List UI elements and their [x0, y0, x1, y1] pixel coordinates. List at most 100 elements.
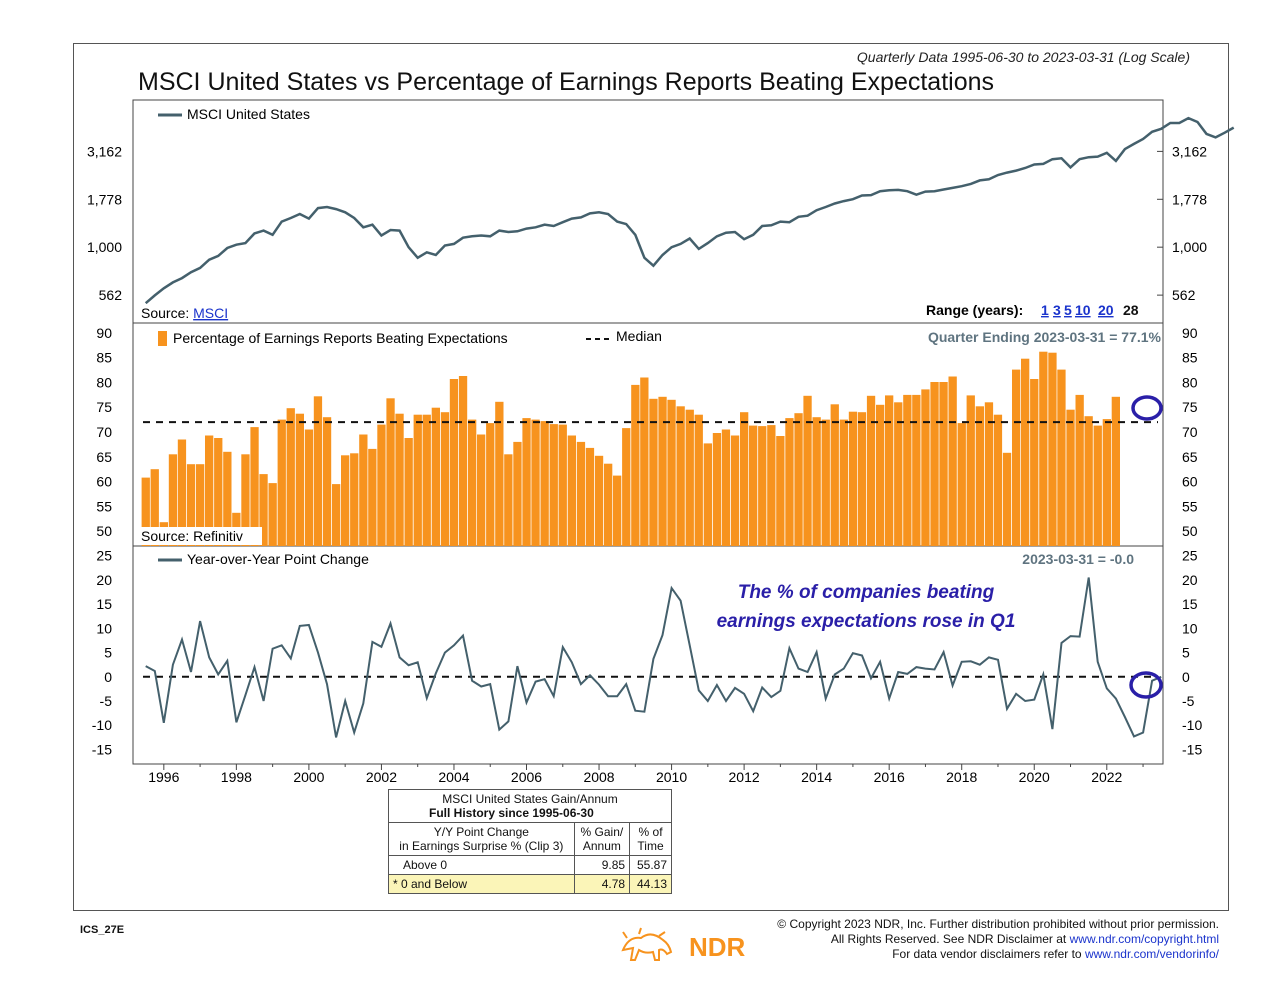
- earnings-bar: [767, 425, 776, 546]
- earnings-bar: [903, 394, 912, 546]
- earnings-bar: [885, 395, 894, 546]
- msci-ytick-left: 3,162: [87, 143, 122, 159]
- ndr-brand: NDR: [689, 932, 746, 962]
- earnings-bar: [1084, 416, 1093, 546]
- vendor-link[interactable]: www.ndr.com/vendorinfo/: [1084, 947, 1219, 961]
- msci-ytick-left: 562: [99, 287, 123, 303]
- bar-ytick-left: 65: [96, 449, 112, 465]
- chart-title: MSCI United States vs Percentage of Earn…: [138, 68, 994, 96]
- latest-bar-highlight: [1131, 395, 1163, 421]
- earnings-bar: [912, 394, 921, 546]
- earnings-bar: [576, 441, 586, 546]
- earnings-bar: [1075, 394, 1084, 546]
- msci-source-link[interactable]: MSCI: [193, 305, 228, 321]
- earnings-bar: [676, 406, 685, 546]
- earnings-bar: [1066, 409, 1075, 546]
- earnings-bar: [1093, 425, 1102, 546]
- range-option-20[interactable]: 20: [1098, 302, 1114, 318]
- yoy-ytick-right: 10: [1182, 620, 1198, 636]
- stats-row-gain: 9.85: [573, 855, 631, 875]
- earnings-bar: [268, 483, 277, 546]
- bar-ytick-left: 80: [96, 374, 112, 390]
- yoy-latest: 2023-03-31 = -0.0: [1022, 551, 1134, 567]
- bar-ytick-right: 50: [1182, 523, 1198, 539]
- earnings-bar: [667, 399, 676, 546]
- earnings-bar: [1102, 419, 1111, 546]
- earnings-bar: [1057, 369, 1066, 546]
- earnings-bar: [277, 419, 286, 546]
- stats-row-gain: 4.78: [573, 874, 631, 894]
- footer-vendor: For data vendor disclaimers refer to www…: [777, 947, 1219, 962]
- earnings-bar: [332, 484, 341, 546]
- earnings-bar: [830, 404, 839, 546]
- earnings-bar: [730, 435, 740, 546]
- earnings-bar: [168, 454, 178, 546]
- x-tick-label: 2016: [874, 769, 905, 785]
- earnings-bar: [313, 396, 323, 546]
- yoy-ytick-right: 0: [1182, 669, 1190, 685]
- earnings-bar: [1048, 352, 1057, 546]
- earnings-bar: [422, 414, 431, 546]
- earnings-bar: [350, 453, 359, 546]
- range-label: Range (years):: [926, 302, 1023, 318]
- earnings-bar: [957, 423, 966, 546]
- footer-rights: All Rights Reserved. See NDR Disclaimer …: [777, 932, 1219, 947]
- bar-ytick-right: 65: [1182, 449, 1198, 465]
- bar-ytick-right: 90: [1182, 325, 1198, 341]
- earnings-bar: [984, 402, 994, 546]
- bar-ytick-right: 80: [1182, 374, 1198, 390]
- copyright-link[interactable]: www.ndr.com/copyright.html: [1069, 932, 1219, 946]
- stats-row-above: Above 0 9.85 55.87: [388, 855, 672, 875]
- earnings-bar: [359, 434, 368, 546]
- yoy-line: [145, 577, 1162, 738]
- yoy-ytick-right: -15: [1182, 741, 1202, 757]
- stats-col3-header-1: % of: [638, 825, 663, 839]
- earnings-bar: [567, 435, 576, 546]
- earnings-bar: [740, 412, 749, 546]
- range-option-10[interactable]: 10: [1075, 302, 1091, 318]
- earnings-bar: [594, 455, 604, 546]
- stats-row-label: Above 0: [388, 855, 575, 875]
- earnings-bar: [1012, 369, 1021, 546]
- range-option-3[interactable]: 3: [1053, 302, 1061, 318]
- earnings-bar: [866, 395, 876, 546]
- range-option-1[interactable]: 1: [1041, 302, 1049, 318]
- latest-yoy-highlight: [1129, 671, 1163, 699]
- stats-col3-header-2: Time: [637, 839, 664, 853]
- bar-ytick-right: 55: [1182, 498, 1198, 514]
- earnings-bar: [758, 426, 767, 546]
- bar-ytick-right: 75: [1182, 399, 1198, 415]
- earnings-bar: [857, 412, 867, 546]
- earnings-bar: [368, 448, 377, 546]
- earnings-bar: [322, 417, 332, 546]
- earnings-bar: [939, 382, 948, 546]
- bar-ytick-left: 60: [96, 474, 112, 490]
- earnings-bar: [803, 395, 812, 546]
- bar-legend: Percentage of Earnings Reports Beating E…: [173, 330, 508, 346]
- annotation-line-2: earnings expectations rose in Q1: [717, 611, 1016, 632]
- stats-col3-header: % of Time: [629, 822, 672, 856]
- earnings-bar: [921, 389, 930, 546]
- earnings-bar: [295, 413, 304, 546]
- annotation-line-1: The % of companies beating: [738, 582, 995, 603]
- refinitiv-source: Source: Refinitiv: [141, 528, 243, 544]
- earnings-bar: [930, 382, 939, 546]
- earnings-bar: [449, 379, 459, 546]
- earnings-bar: [839, 419, 848, 546]
- x-tick-label: 2002: [366, 769, 397, 785]
- yoy-ytick-left: 5: [104, 645, 112, 661]
- stats-row-time: 55.87: [629, 855, 672, 875]
- earnings-bar: [223, 451, 232, 546]
- median-legend: Median: [616, 328, 662, 344]
- earnings-bar: [495, 401, 504, 546]
- footer-disclaimer: © Copyright 2023 NDR, Inc. Further distr…: [777, 917, 1219, 962]
- x-tick-label: 2006: [511, 769, 542, 785]
- earnings-bar: [694, 414, 703, 546]
- earnings-bar: [186, 464, 196, 546]
- earnings-bar: [812, 417, 821, 546]
- earnings-bar: [196, 464, 205, 546]
- earnings-bar: [721, 429, 731, 546]
- range-option-5[interactable]: 5: [1064, 302, 1072, 318]
- x-tick-label: 2020: [1019, 769, 1050, 785]
